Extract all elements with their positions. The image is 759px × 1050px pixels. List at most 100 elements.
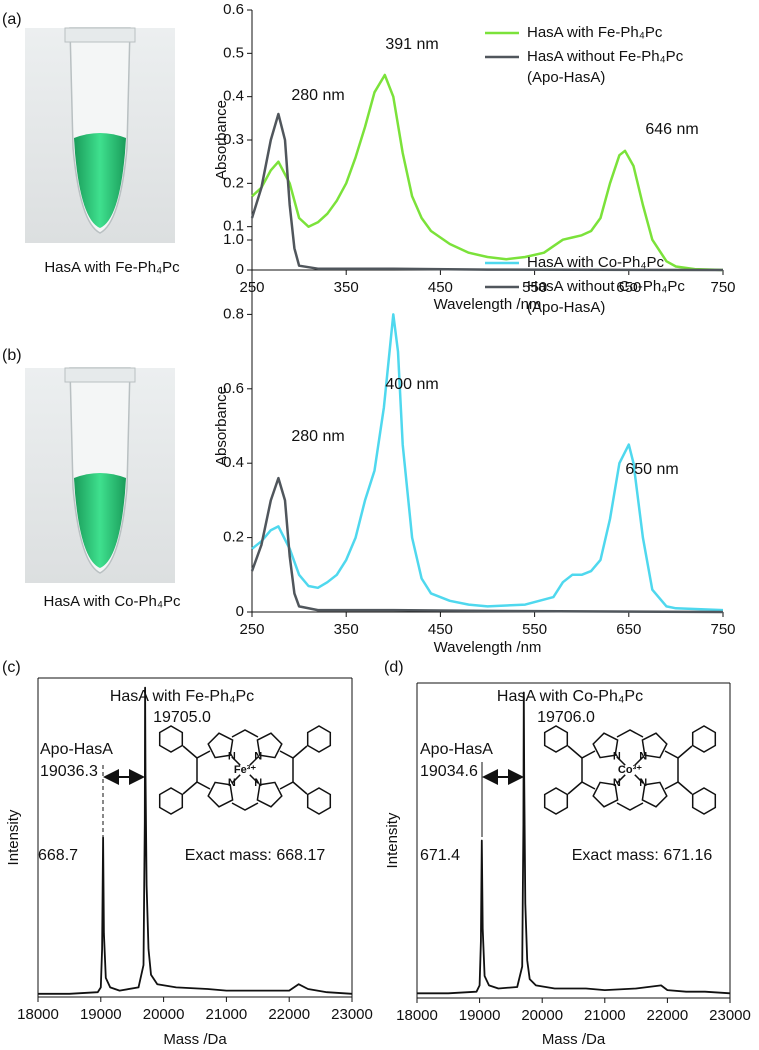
- bond: [567, 745, 583, 759]
- panel-label: (c): [2, 659, 21, 676]
- x-tick-label: 22000: [647, 1007, 689, 1024]
- y-tick-label: 0.6: [223, 380, 244, 397]
- atom-label: N: [639, 751, 647, 763]
- legend-entry: HasA without Co-Ph₄Pc (Apo-HasA): [527, 278, 685, 316]
- meso-bridge: [279, 750, 294, 790]
- atom-label: N: [639, 777, 647, 789]
- annotation: 391 nm: [385, 36, 438, 53]
- atom-label: N: [613, 777, 621, 789]
- meso-bridge: [616, 802, 644, 811]
- bond: [292, 745, 308, 759]
- panel-label: (d): [384, 659, 404, 676]
- x-tick-label: 350: [334, 621, 359, 638]
- meso-bridge: [664, 750, 679, 790]
- atom-label: N: [228, 777, 236, 789]
- y-tick-label: 0.5: [223, 44, 244, 61]
- y-tick-label: 1.0: [223, 231, 244, 248]
- annotation: 19705.0: [153, 709, 211, 726]
- coordination-bond: [249, 774, 259, 784]
- meso-bridge: [616, 729, 644, 738]
- metal-label: Co³⁺: [618, 764, 642, 776]
- phenyl-ring: [158, 725, 184, 753]
- atom-label: N: [613, 751, 621, 763]
- legend-label: HasA without Co-Ph₄Pc (Apo-HasA): [527, 278, 685, 316]
- panel-label: (a): [2, 11, 22, 28]
- legend-label: HasA with Fe-Ph₄Pc: [527, 24, 663, 41]
- annotation: HasA with Fe-Ph₄Pc: [110, 688, 254, 705]
- tube-rim: [64, 27, 136, 43]
- y-tick-label: 0: [236, 603, 244, 620]
- legend-entry: HasA with Co-Ph₄Pc: [527, 254, 665, 271]
- coordination-bond: [616, 774, 626, 784]
- legend-entry: HasA with Fe-Ph₄Pc: [527, 24, 663, 41]
- tube-liquid: [74, 473, 126, 568]
- meso-bridge: [196, 750, 211, 790]
- x-tick-label: 350: [334, 279, 359, 296]
- y-tick-label: 0: [236, 261, 244, 278]
- annotation: Exact mass: 668.17: [185, 847, 326, 864]
- x-tick-label: 22000: [268, 1006, 310, 1023]
- x-tick-label: 19000: [80, 1006, 122, 1023]
- phenyl-ring: [691, 787, 717, 815]
- atom-label: N: [254, 751, 262, 763]
- phenyl-ring: [306, 787, 332, 815]
- x-axis-label: Mass /Da: [163, 1031, 227, 1048]
- x-tick-label: 20000: [143, 1006, 185, 1023]
- y-tick-label: 0.2: [223, 174, 244, 191]
- x-axis-label: Wavelength /nm: [434, 296, 542, 313]
- coordination-bond: [634, 756, 644, 766]
- bond: [182, 745, 198, 759]
- series-line: [250, 476, 724, 614]
- meso-bridge: [581, 750, 596, 790]
- y-tick-label: 0.3: [223, 131, 244, 148]
- phenyl-ring: [691, 725, 717, 753]
- x-tick-label: 650: [616, 621, 641, 638]
- annotation: 668.7: [38, 847, 78, 864]
- bond: [182, 781, 198, 795]
- x-tick-label: 650: [616, 279, 641, 296]
- coordination-bond: [231, 756, 241, 766]
- coordination-bond: [634, 774, 644, 784]
- y-tick-label: 0.4: [223, 454, 244, 471]
- bond: [677, 745, 693, 759]
- series-line: [38, 686, 353, 995]
- x-tick-label: 550: [522, 621, 547, 638]
- pyrrole-ring: [256, 732, 283, 759]
- legend-label: HasA without Fe-Ph₄Pc (Apo-HasA): [527, 48, 684, 86]
- x-tick-label: 21000: [206, 1006, 248, 1023]
- legend-label: HasA with Co-Ph₄Pc: [527, 254, 665, 271]
- x-tick-label: 18000: [17, 1006, 59, 1023]
- x-tick-label: 20000: [521, 1007, 563, 1024]
- y-tick-label: 0.6: [223, 1, 244, 18]
- x-tick-label: 750: [710, 621, 735, 638]
- annotation: 280 nm: [291, 428, 344, 445]
- pyrrole-ring: [256, 781, 283, 808]
- x-axis-label: Wavelength /nm: [434, 639, 542, 656]
- annotation: 19706.0: [537, 709, 595, 726]
- tube-rim: [64, 367, 136, 383]
- annotation: Apo-HasA: [40, 741, 113, 758]
- meso-bridge: [231, 802, 259, 811]
- annotation: 19034.6: [420, 763, 478, 780]
- annotation: 650 nm: [625, 461, 678, 478]
- legend-entry: HasA without Fe-Ph₄Pc (Apo-HasA): [527, 48, 684, 86]
- pyrrole-ring: [641, 732, 668, 759]
- pyrrole-ring: [207, 732, 234, 759]
- coordination-bond: [249, 756, 259, 766]
- pyrrole-ring: [592, 781, 619, 808]
- coordination-bond: [616, 756, 626, 766]
- bond: [677, 781, 693, 795]
- y-tick-label: 0.1: [223, 218, 244, 235]
- x-tick-label: 250: [239, 621, 264, 638]
- y-axis-label: Absorbance: [213, 100, 230, 180]
- pyrrole-ring: [592, 732, 619, 759]
- annotation: 646 nm: [645, 121, 698, 138]
- x-tick-label: 18000: [396, 1007, 438, 1024]
- y-tick-label: 0.8: [223, 305, 244, 322]
- pyrrole-ring: [641, 781, 668, 808]
- y-tick-label: 0.2: [223, 529, 244, 546]
- phenyl-ring: [543, 787, 569, 815]
- metal-label: Fe³⁺: [234, 764, 257, 776]
